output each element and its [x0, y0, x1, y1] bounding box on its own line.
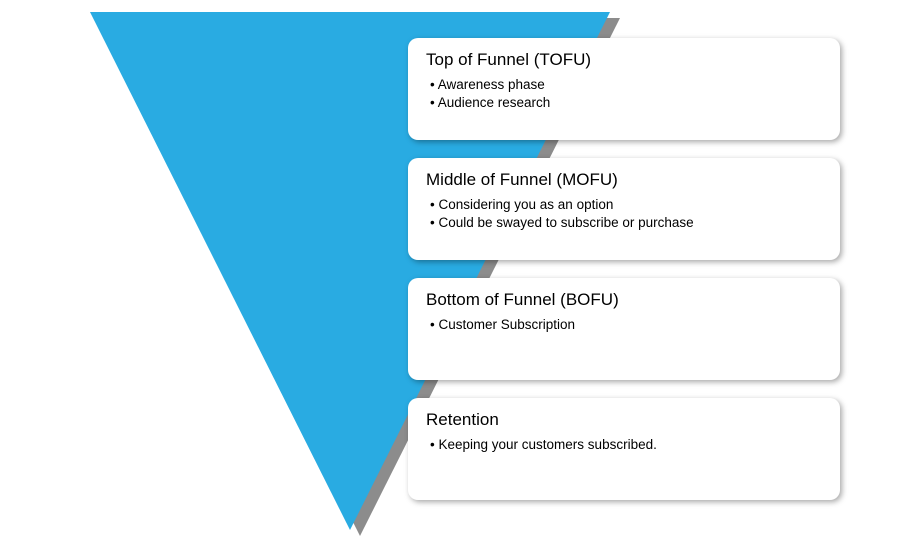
funnel-card-bofu: Bottom of Funnel (BOFU) Customer Subscri…: [408, 278, 840, 380]
funnel-cards-column: Top of Funnel (TOFU) Awareness phase Aud…: [408, 38, 840, 500]
card-title: Bottom of Funnel (BOFU): [426, 290, 822, 310]
funnel-card-tofu: Top of Funnel (TOFU) Awareness phase Aud…: [408, 38, 840, 140]
card-bullets: Considering you as an option Could be sw…: [426, 196, 822, 232]
card-bullets: Keeping your customers subscribed.: [426, 436, 822, 454]
card-title: Top of Funnel (TOFU): [426, 50, 822, 70]
card-bullet: Keeping your customers subscribed.: [430, 436, 822, 454]
card-bullets: Customer Subscription: [426, 316, 822, 334]
card-bullet: Could be swayed to subscribe or purchase: [430, 214, 822, 232]
card-bullets: Awareness phase Audience research: [426, 76, 822, 112]
funnel-diagram: Top of Funnel (TOFU) Awareness phase Aud…: [0, 0, 900, 542]
card-bullet: Awareness phase: [430, 76, 822, 94]
card-bullet: Considering you as an option: [430, 196, 822, 214]
funnel-card-retention: Retention Keeping your customers subscri…: [408, 398, 840, 500]
card-title: Retention: [426, 410, 822, 430]
card-bullet: Customer Subscription: [430, 316, 822, 334]
funnel-card-mofu: Middle of Funnel (MOFU) Considering you …: [408, 158, 840, 260]
card-title: Middle of Funnel (MOFU): [426, 170, 822, 190]
card-bullet: Audience research: [430, 94, 822, 112]
